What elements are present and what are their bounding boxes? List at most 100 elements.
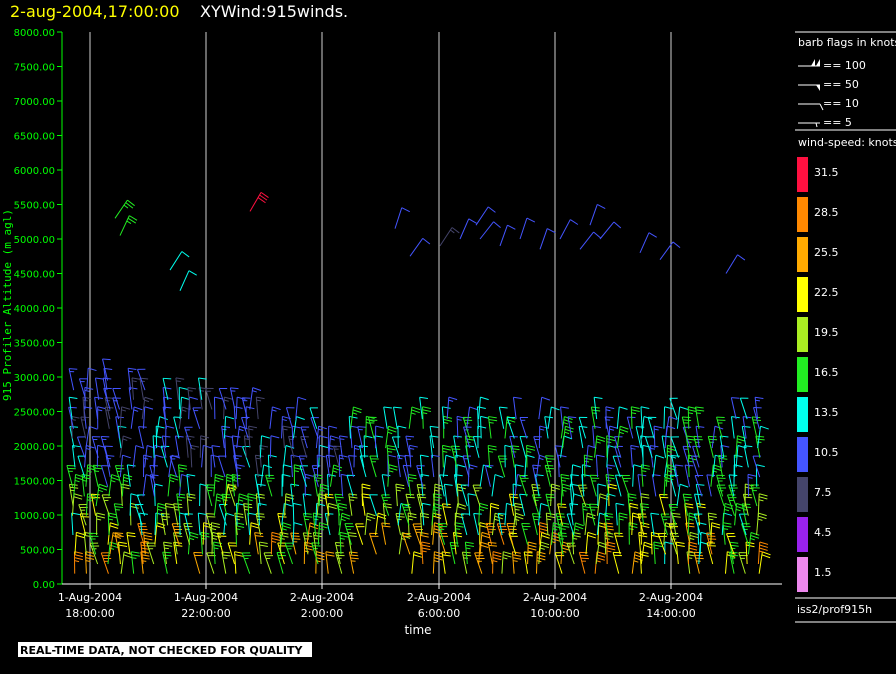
wind-barb-feather xyxy=(305,476,310,479)
wind-barb-feather xyxy=(605,406,615,410)
wind-barb-feather xyxy=(695,406,704,409)
wind-barb xyxy=(442,455,447,478)
wind-barb xyxy=(741,503,748,526)
wind-barb xyxy=(317,522,320,545)
wind-barb-feather xyxy=(628,499,634,501)
wind-barb xyxy=(265,475,273,497)
wind-barb-feather xyxy=(225,512,235,517)
wind-barb-feather xyxy=(509,496,519,499)
wind-barb-feather xyxy=(319,522,328,526)
wind-barb-feather xyxy=(234,406,243,409)
wind-barb-feather xyxy=(634,551,644,556)
legend-color-swatch xyxy=(797,477,808,512)
wind-barb-feather xyxy=(211,445,221,448)
wind-barb xyxy=(335,552,343,574)
wind-barb xyxy=(570,464,574,487)
wind-barb-feather xyxy=(256,399,262,402)
wind-barb-feather xyxy=(762,551,771,556)
wind-barb xyxy=(160,513,166,536)
wind-barb xyxy=(100,552,109,574)
wind-barb-feather xyxy=(126,532,136,535)
wind-barb xyxy=(382,503,386,526)
wind-barb-feather xyxy=(341,512,351,517)
wind-barb-feather xyxy=(434,551,443,555)
wind-barb-feather xyxy=(144,396,154,401)
legend-speed-label: 28.5 xyxy=(814,206,839,219)
wind-barb-feather xyxy=(558,454,567,458)
wind-barb-feather xyxy=(330,435,339,439)
wind-barb-feather xyxy=(433,502,443,507)
x-tick-time: 6:00:00 xyxy=(418,607,460,620)
wind-barb-feather xyxy=(339,531,349,535)
wind-barb-feather xyxy=(527,550,533,553)
wind-barb-feather xyxy=(596,551,606,555)
wind-barb xyxy=(325,455,330,478)
wind-barb-feather xyxy=(606,547,616,551)
wind-barb-feather xyxy=(468,464,478,468)
wind-barb-feather xyxy=(408,477,417,480)
wind-barb xyxy=(538,397,543,420)
wind-barb xyxy=(585,532,589,555)
wind-barb-feather xyxy=(706,474,716,477)
wind-barb-feather xyxy=(361,486,371,490)
wind-barb-feather xyxy=(115,416,125,419)
wind-barb-feather xyxy=(540,547,545,550)
wind-barb xyxy=(327,503,329,526)
wind-barb xyxy=(735,435,738,458)
wind-barb-feather xyxy=(256,515,265,518)
wind-barb xyxy=(441,503,448,526)
wind-barb-feather xyxy=(553,522,562,526)
wind-barb-feather xyxy=(451,227,460,234)
wind-barb xyxy=(699,532,702,555)
wind-barb xyxy=(593,397,598,420)
wind-barb-feather xyxy=(620,425,629,430)
wind-barb-feather xyxy=(88,367,97,372)
wind-barb-feather xyxy=(648,232,657,238)
wind-barb-feather xyxy=(514,502,523,506)
wind-barb-feather xyxy=(127,217,137,224)
wind-barb-feather xyxy=(422,406,431,410)
wind-barb xyxy=(472,436,480,458)
y-tick-label: 3500.00 xyxy=(14,339,55,350)
wind-barb-feather xyxy=(502,554,512,558)
wind-barb-feather xyxy=(493,221,501,228)
wind-barb-feather xyxy=(110,522,119,526)
wind-barb-feather xyxy=(304,550,310,553)
wind-barb-feather xyxy=(465,445,475,448)
wind-barb-feather xyxy=(163,387,172,390)
wind-barb-feather xyxy=(256,496,265,499)
wind-barb xyxy=(684,503,688,526)
wind-barb-feather xyxy=(352,412,358,415)
wind-barb xyxy=(695,484,701,507)
wind-barb xyxy=(512,513,516,536)
wind-barb xyxy=(270,532,273,555)
wind-barb-feather xyxy=(143,454,153,458)
wind-barb-feather xyxy=(630,444,640,448)
wind-barb xyxy=(89,543,99,565)
wind-barb xyxy=(327,474,330,497)
wind-barb-feather xyxy=(433,531,439,534)
wind-barb-feather xyxy=(492,557,502,561)
wind-barb xyxy=(401,504,410,526)
wind-barb-feather xyxy=(594,396,603,400)
wind-barb xyxy=(102,378,108,400)
wind-barb xyxy=(578,417,587,439)
wind-barb xyxy=(612,456,621,478)
wind-barb-feather xyxy=(96,518,102,521)
wind-barb-feather xyxy=(684,502,694,506)
wind-barb xyxy=(348,493,353,516)
wind-barb-feather xyxy=(128,367,137,371)
wind-barb-feather xyxy=(163,541,172,544)
wind-barb xyxy=(547,406,552,429)
wind-barb-feather xyxy=(479,502,489,507)
wind-barb-feather xyxy=(587,534,596,539)
wind-barb xyxy=(279,532,282,555)
wind-barb-feather xyxy=(234,551,243,554)
wind-barb xyxy=(460,484,468,507)
wind-barb-feather xyxy=(238,496,248,500)
wind-barb-feather xyxy=(256,493,265,496)
wind-barb xyxy=(562,426,566,449)
wind-barb xyxy=(119,435,124,458)
wind-barb-feather xyxy=(367,512,376,517)
wind-barb-feather xyxy=(181,473,190,478)
